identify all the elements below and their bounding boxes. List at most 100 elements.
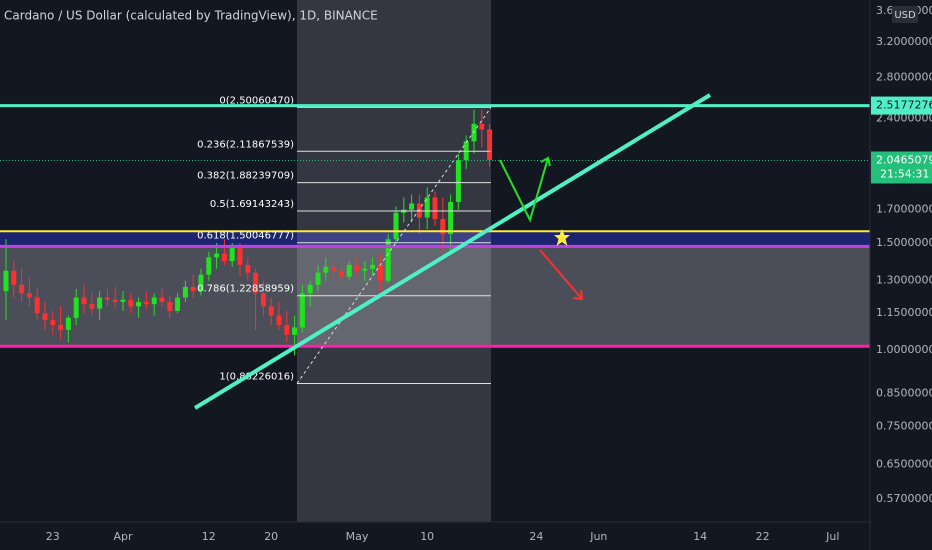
candle-body xyxy=(393,212,399,240)
candle-body xyxy=(198,274,204,292)
candle-body xyxy=(104,297,110,300)
candle-body xyxy=(128,299,134,307)
drawings xyxy=(193,93,712,410)
candle-body xyxy=(377,264,383,281)
candle-body xyxy=(409,203,415,210)
candle-body xyxy=(136,301,142,307)
overlays: 0(2.50060470) 0.236(2.11867539) 0.382(1.88… xyxy=(0,95,870,384)
candle-body xyxy=(214,253,220,258)
candle-body xyxy=(338,270,344,277)
candle-body xyxy=(323,266,329,273)
fib-label: 0.5(1.69143243) xyxy=(210,199,294,210)
candle-body xyxy=(260,293,266,307)
candle-body xyxy=(299,293,305,328)
star xyxy=(554,229,570,246)
candle-body xyxy=(65,317,71,330)
x-tick-label: May xyxy=(346,530,369,543)
candle-body xyxy=(11,270,17,285)
candle-body xyxy=(432,197,438,220)
x-tick-label: 14 xyxy=(693,530,707,543)
candle-body xyxy=(276,315,282,325)
candle-body xyxy=(112,299,118,302)
price-tag xyxy=(871,96,932,115)
price-axis-panel xyxy=(870,0,932,550)
y-tick-label: 1.70000000 xyxy=(876,203,932,216)
chart-title: Cardano / US Dollar (calculated by Tradi… xyxy=(4,9,378,23)
candle-body xyxy=(73,297,79,318)
band xyxy=(0,231,870,247)
candle-body xyxy=(206,257,212,275)
candle-body xyxy=(455,160,461,202)
fib-label: 0.618(1.50046777) xyxy=(197,231,294,242)
candle-body xyxy=(159,297,165,302)
candle-body xyxy=(354,264,360,271)
y-tick-label: 2.80000000 xyxy=(876,70,932,83)
candle-body xyxy=(268,306,274,316)
candle-body xyxy=(448,201,454,235)
fib-box xyxy=(297,0,491,522)
y-tick-label: 1.30000000 xyxy=(876,274,932,287)
candle-body xyxy=(143,301,149,305)
x-tick-label: Jun xyxy=(589,530,607,543)
y-tick-label: 0.65000000 xyxy=(876,457,932,470)
candle-body xyxy=(120,299,126,302)
candle-body xyxy=(26,293,32,298)
candle-body xyxy=(151,297,157,305)
y-tick-label: 0.75000000 xyxy=(876,419,932,432)
candle-body xyxy=(440,219,446,235)
candle-body xyxy=(253,272,259,294)
candle-body xyxy=(292,327,298,335)
x-tick-label: Apr xyxy=(113,530,133,543)
candle-body xyxy=(370,264,376,269)
time-axis-panel xyxy=(0,522,870,550)
up-arrow-head xyxy=(540,156,551,167)
candle-body xyxy=(463,141,469,161)
trend-line xyxy=(193,93,712,410)
candle-body xyxy=(229,248,235,262)
candle-body xyxy=(487,129,493,161)
y-tick-label: 0.57000000 xyxy=(876,492,932,505)
fib-label: 0.786(1.22858959) xyxy=(197,284,294,295)
candle-body xyxy=(97,297,103,309)
candle-body xyxy=(331,266,337,271)
candle-body xyxy=(34,297,40,314)
candle-body xyxy=(479,123,485,130)
fib-label: 1(0.88226016) xyxy=(219,371,294,382)
candle-body xyxy=(284,324,290,335)
candle-body xyxy=(221,253,227,262)
price-tag-label: 2.04650795 xyxy=(876,153,932,166)
candle-body xyxy=(81,297,87,305)
candle-body xyxy=(315,272,321,285)
candle-body xyxy=(307,284,313,294)
down-arrow-head xyxy=(572,289,584,301)
y-tick-label: 1.00000000 xyxy=(876,343,932,356)
currency: USD xyxy=(894,10,916,21)
candle-body xyxy=(385,239,391,281)
x-tick-label: 24 xyxy=(529,530,543,543)
price-tag-label: 2.51772766 xyxy=(876,99,932,112)
candles xyxy=(3,109,493,356)
candle-body xyxy=(175,297,181,311)
candle-body xyxy=(50,320,56,325)
x-tick-label: 12 xyxy=(202,530,216,543)
fib-label: 0(2.50060470) xyxy=(219,95,294,106)
candle-body xyxy=(58,324,64,330)
candle-body xyxy=(89,304,95,309)
y-tick-label: 1.15000000 xyxy=(876,306,932,319)
candle-body xyxy=(42,313,48,321)
candle-body xyxy=(346,264,352,277)
currency-badge xyxy=(892,6,918,23)
zones xyxy=(0,0,870,522)
fib-label: 0.236(2.11867539) xyxy=(197,139,294,150)
up-arrow xyxy=(499,157,549,223)
fib-diagonal xyxy=(296,107,492,384)
candle-body xyxy=(237,248,243,265)
x-tick-label: 20 xyxy=(264,530,278,543)
x-tick-label: 22 xyxy=(756,530,770,543)
x-tick-label: Jul xyxy=(825,530,839,543)
x-tick-label: 23 xyxy=(46,530,60,543)
candle-body xyxy=(19,284,25,294)
